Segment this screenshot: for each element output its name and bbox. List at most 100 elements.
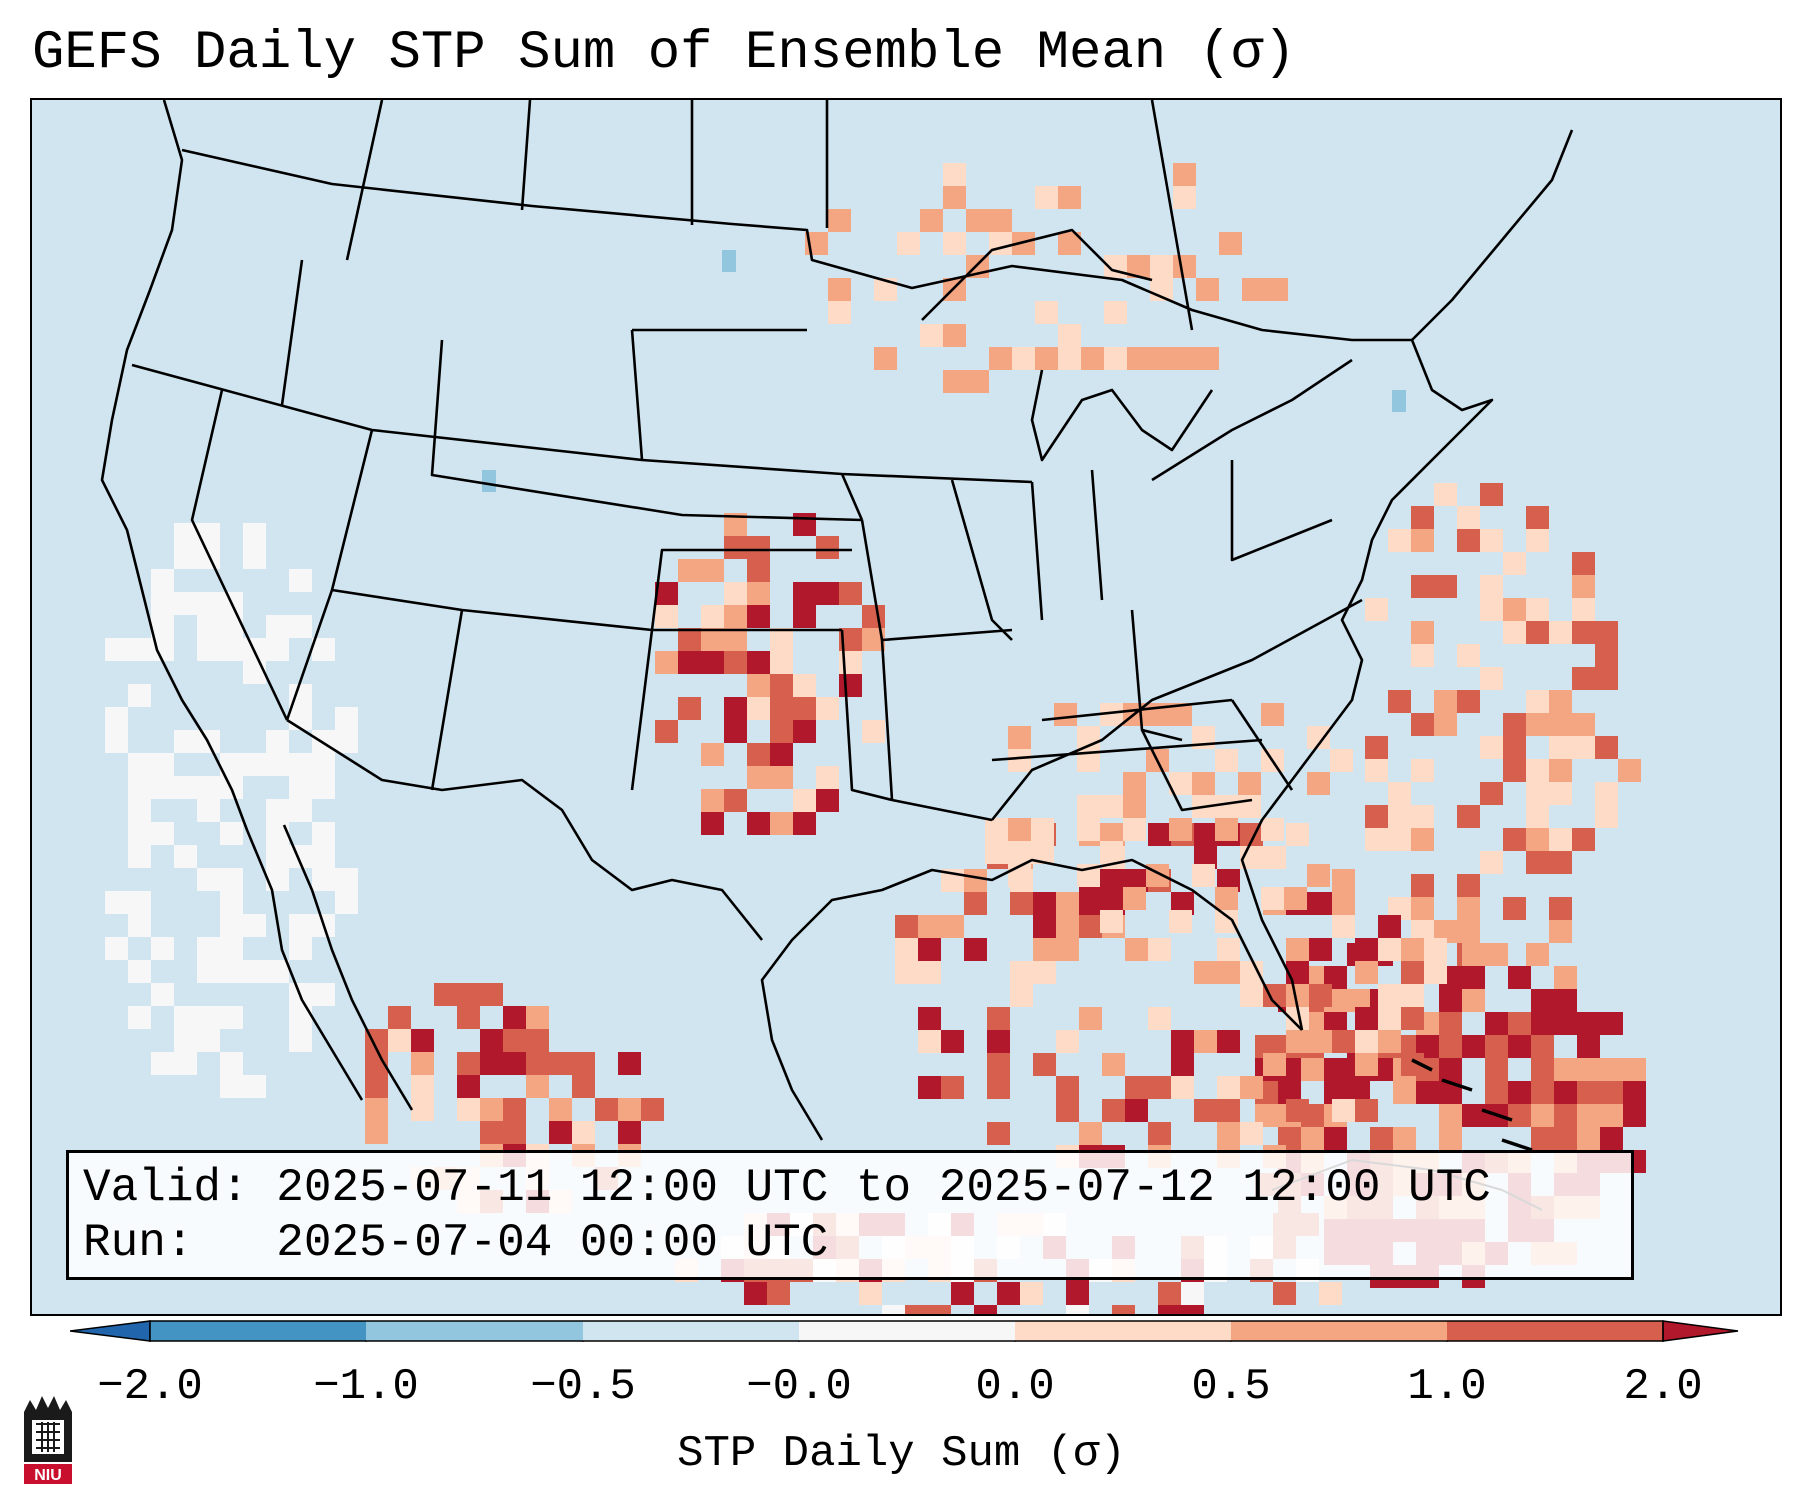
stp-anomaly-cell [1572, 621, 1595, 644]
stp-anomaly-cell [1378, 1007, 1401, 1030]
stp-anomaly-cell [1056, 938, 1079, 961]
stp-anomaly-cell [1286, 1030, 1309, 1053]
colorbar-segment [1231, 1321, 1447, 1341]
stp-anomaly-cell [1238, 795, 1261, 818]
stp-anomaly-cell [549, 1052, 572, 1075]
stp-anomaly-cell [678, 651, 701, 674]
stp-anomaly-cell [816, 536, 839, 559]
stp-anomaly-cell [1439, 1058, 1462, 1081]
stp-anomaly-cell [1112, 1305, 1135, 1314]
stp-anomaly-cell [1526, 782, 1549, 805]
stp-anomaly-cell [1531, 1081, 1554, 1104]
stp-anomaly-cell [1181, 1282, 1204, 1305]
stp-anomaly-cell [828, 278, 851, 301]
stp-anomaly-cell [920, 209, 943, 232]
stp-anomaly-cell [1265, 278, 1288, 301]
stp-anomaly-cell [1301, 1127, 1324, 1150]
stp-anomaly-cell [974, 1305, 997, 1314]
stp-anomaly-cell [1033, 961, 1056, 984]
stp-anomaly-cell [1503, 713, 1526, 736]
stp-anomaly-cell [1554, 966, 1577, 989]
niu-logo: NIU [24, 1396, 72, 1484]
stp-anomaly-cell [1401, 961, 1424, 984]
stp-anomaly-cell [1503, 828, 1526, 851]
stp-anomaly-cell [655, 651, 678, 674]
stp-anomaly-cell [1531, 1035, 1554, 1058]
stp-anomaly-cell [724, 789, 747, 812]
stp-anomaly-cell [895, 961, 918, 984]
stp-anomaly-cell [1531, 1058, 1554, 1081]
stp-anomaly-cell [1148, 823, 1171, 846]
stp-anomaly-cell [989, 232, 1012, 255]
stp-anomaly-cell [266, 799, 289, 822]
stp-anomaly-cell [770, 743, 793, 766]
stp-anomaly-cell [1531, 1104, 1554, 1127]
stp-anomaly-cell [335, 868, 358, 891]
stp-anomaly-cell [1215, 795, 1238, 818]
stp-anomaly-cell [266, 638, 289, 661]
stp-anomaly-cell [943, 278, 966, 301]
stp-anomaly-cell [1411, 920, 1434, 943]
stp-anomaly-cell [1355, 1099, 1378, 1122]
stp-anomaly-cell [105, 730, 128, 753]
stp-anomaly-cell [128, 753, 151, 776]
stp-anomaly-cell [1572, 828, 1595, 851]
stp-anomaly-cell [266, 753, 289, 776]
stp-anomaly-cell [918, 1076, 941, 1099]
stp-anomaly-cell [1355, 1053, 1378, 1076]
stp-anomaly-cell [1531, 989, 1554, 1012]
stp-anomaly-cell [1416, 1081, 1439, 1104]
stp-anomaly-cell [1378, 915, 1401, 938]
stp-anomaly-cell [128, 845, 151, 868]
stp-anomaly-cell [1263, 846, 1286, 869]
stp-anomaly-cell [128, 822, 151, 845]
stp-anomaly-cell [1462, 989, 1485, 1012]
stp-anomaly-cell [1171, 1030, 1194, 1053]
stp-anomaly-cell [289, 1006, 312, 1029]
stp-anomaly-cell [724, 513, 747, 536]
stp-anomaly-cell [1012, 232, 1035, 255]
stp-anomaly-cell [701, 559, 724, 582]
stp-anomaly-cell [1526, 759, 1549, 782]
stp-anomaly-cell [943, 370, 966, 393]
stp-anomaly-cell [1240, 961, 1263, 984]
stp-anomaly-cell [1572, 552, 1595, 575]
stp-anomaly-cell [411, 1029, 434, 1052]
stp-anomaly-cell [197, 868, 220, 891]
stp-anomaly-cell [747, 674, 770, 697]
stp-anomaly-cell [1554, 1012, 1577, 1035]
stp-anomaly-cell [701, 651, 724, 674]
stp-anomaly-cell [1010, 984, 1033, 1007]
colorbar-segment [366, 1321, 583, 1341]
stp-anomaly-cell [722, 250, 736, 272]
colorbar-segment [583, 1321, 799, 1341]
stp-anomaly-cell [1125, 1099, 1148, 1122]
stp-anomaly-cell [1169, 818, 1192, 841]
stp-anomaly-cell [895, 938, 918, 961]
stp-anomaly-cell [289, 776, 312, 799]
stp-anomaly-cell [243, 661, 266, 684]
stp-anomaly-cell [1102, 869, 1125, 892]
stp-anomaly-cell [197, 638, 220, 661]
stp-anomaly-cell [1526, 506, 1549, 529]
stp-anomaly-cell [989, 347, 1012, 370]
stp-anomaly-cell [1104, 347, 1127, 370]
stp-anomaly-cell [793, 582, 816, 605]
stp-anomaly-cell [1010, 961, 1033, 984]
stp-anomaly-cell [243, 1075, 266, 1098]
stp-anomaly-cell [105, 937, 128, 960]
stp-anomaly-cell [655, 720, 678, 743]
stp-anomaly-cell [1554, 1127, 1577, 1150]
stp-anomaly-cell [572, 1075, 595, 1098]
stp-anomaly-cell [701, 743, 724, 766]
state-borders [131, 259, 1363, 822]
valid-label: Valid: [83, 1162, 249, 1214]
stp-anomaly-cell [1217, 961, 1240, 984]
stp-anomaly-cell [220, 822, 243, 845]
stp-anomaly-cell [220, 960, 243, 983]
stp-anomaly-cell [266, 822, 289, 845]
stp-anomaly-cell [312, 868, 335, 891]
stp-anomaly-cell [197, 799, 220, 822]
stp-anomaly-cell [1286, 938, 1309, 961]
stp-anomaly-cell [1480, 667, 1503, 690]
